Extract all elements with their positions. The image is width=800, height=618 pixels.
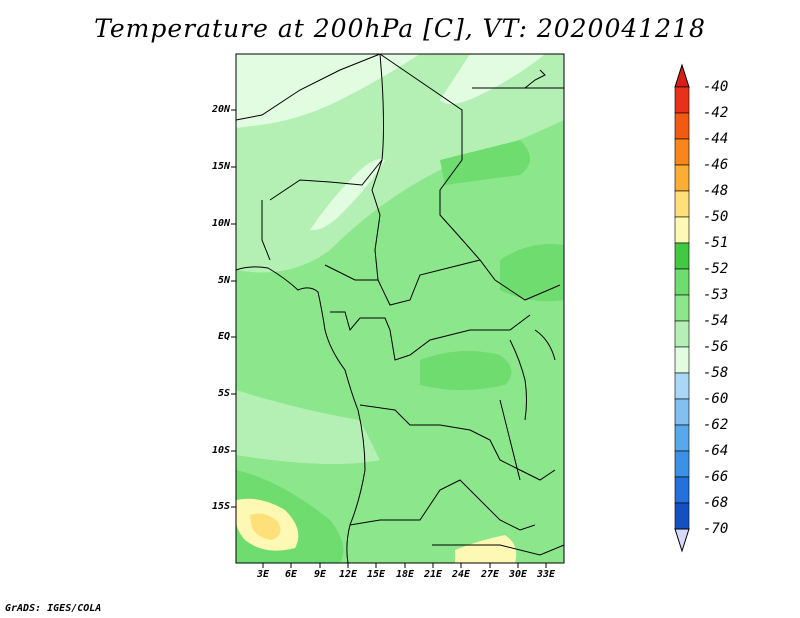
lat-label: 15S	[211, 501, 230, 512]
colorbar-swatch	[674, 216, 690, 244]
colorbar-swatch	[674, 398, 690, 426]
colorbar-label: -56	[703, 339, 729, 355]
colorbar-swatch	[674, 346, 690, 374]
lat-label: EQ	[217, 331, 230, 342]
colorbar-swatch	[674, 138, 690, 166]
lon-label: 21E	[423, 569, 443, 580]
lon-ticks	[262, 563, 547, 568]
temperature-band-lighter	[236, 54, 420, 128]
temperature-band-light	[236, 390, 380, 464]
lon-label: 6E	[284, 569, 298, 580]
colorbar-label: -40	[703, 79, 729, 95]
colorbar-swatch	[674, 190, 690, 218]
temperature-patch-warm	[250, 513, 281, 540]
map-frame	[235, 53, 565, 564]
lat-ticks	[231, 109, 236, 508]
lat-label: 20N	[211, 104, 230, 115]
lon-label: 12E	[338, 569, 358, 580]
colorbar-swatch	[674, 502, 690, 530]
temperature-band-lighter	[440, 54, 545, 104]
credit-text: GrADS: IGES/COLA	[5, 603, 102, 614]
colorbar-swatch	[674, 372, 690, 400]
lon-label: 3E	[256, 569, 270, 580]
temperature-patch-dark	[500, 244, 564, 302]
colorbar-swatch	[674, 424, 690, 452]
lat-label: 15N	[211, 161, 230, 172]
lat-label: 10N	[211, 218, 230, 229]
colorbar-bottom-arrow	[674, 528, 690, 553]
lon-label: 33E	[536, 569, 556, 580]
temperature-patch-dark	[440, 140, 530, 185]
colorbar-label: -51	[703, 235, 729, 251]
colorbar-label: -66	[703, 469, 729, 485]
temperature-patch-dark	[420, 351, 512, 390]
country-borders	[235, 53, 565, 564]
colorbar-label: -58	[703, 365, 729, 381]
colorbar-top-arrow	[674, 63, 690, 88]
colorbar-label: -60	[703, 391, 729, 407]
temperature-patch-warm	[455, 535, 517, 563]
colorbar	[674, 63, 690, 553]
colorbar-swatch	[674, 476, 690, 504]
colorbar-label: -62	[703, 417, 729, 433]
colorbar-label: -48	[703, 183, 729, 199]
colorbar-swatch	[674, 268, 690, 296]
colorbar-swatch	[674, 86, 690, 114]
lon-label: 24E	[451, 569, 471, 580]
lat-label: 10S	[211, 445, 230, 456]
map-title: Temperature at 200hPa [C], VT: 202004121…	[94, 14, 706, 43]
colorbar-label: -50	[703, 209, 729, 225]
colorbar-label: -70	[703, 521, 729, 537]
colorbar-label: -54	[703, 313, 729, 329]
lon-label: 30E	[508, 569, 528, 580]
colorbar-label: -53	[703, 287, 729, 303]
colorbar-label: -46	[703, 157, 729, 173]
lon-label: 27E	[480, 569, 500, 580]
colorbar-swatch	[674, 112, 690, 140]
colorbar-swatch	[674, 242, 690, 270]
colorbar-swatch	[674, 450, 690, 478]
colorbar-swatch	[674, 320, 690, 348]
lat-label: 5S	[217, 388, 230, 399]
colorbar-label: -64	[703, 443, 729, 459]
colorbar-swatch	[674, 294, 690, 322]
colorbar-label: -42	[703, 105, 729, 121]
colorbar-label: -52	[703, 261, 729, 277]
lon-label: 9E	[313, 569, 327, 580]
colorbar-label: -44	[703, 131, 729, 147]
colorbar-swatch	[674, 164, 690, 192]
colorbar-label: -68	[703, 495, 729, 511]
lon-label: 15E	[366, 569, 386, 580]
lat-label: 5N	[217, 275, 230, 286]
lon-label: 18E	[395, 569, 415, 580]
temperature-band-lighter	[310, 159, 385, 231]
